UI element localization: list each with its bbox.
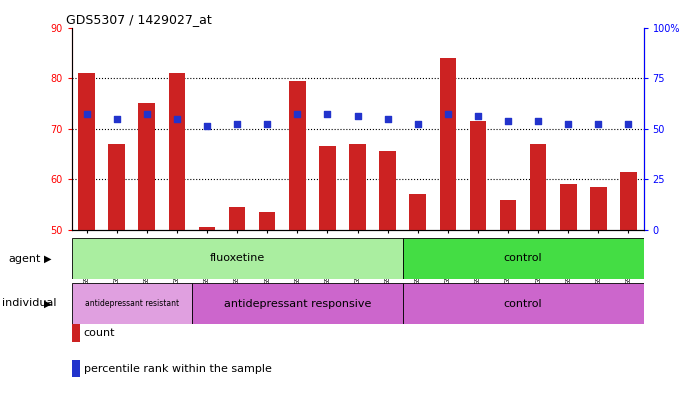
Bar bbox=[72, 283, 192, 324]
Text: antidepressant resistant: antidepressant resistant bbox=[84, 299, 179, 308]
Text: ▶: ▶ bbox=[44, 298, 52, 309]
Bar bbox=[199, 228, 215, 230]
Text: control: control bbox=[504, 253, 543, 263]
Point bbox=[172, 116, 183, 122]
Point bbox=[262, 121, 272, 127]
Bar bbox=[439, 58, 456, 230]
Point bbox=[232, 121, 242, 127]
Bar bbox=[560, 184, 577, 230]
Point bbox=[443, 110, 454, 117]
Point bbox=[412, 121, 423, 127]
Bar bbox=[72, 238, 402, 279]
Text: control: control bbox=[504, 299, 543, 309]
Point bbox=[322, 110, 333, 117]
Point bbox=[563, 121, 573, 127]
Bar bbox=[620, 172, 637, 230]
Point bbox=[352, 113, 363, 119]
Bar bbox=[409, 195, 426, 230]
Point bbox=[382, 116, 393, 122]
Bar bbox=[192, 283, 402, 324]
Text: antidepressant responsive: antidepressant responsive bbox=[223, 299, 371, 309]
Bar bbox=[402, 283, 644, 324]
Text: GDS5307 / 1429027_at: GDS5307 / 1429027_at bbox=[66, 13, 212, 26]
Bar bbox=[259, 212, 276, 230]
Bar bbox=[402, 238, 644, 279]
Point bbox=[593, 121, 604, 127]
Text: count: count bbox=[84, 328, 115, 338]
Bar bbox=[108, 144, 125, 230]
Bar bbox=[169, 73, 185, 230]
Point bbox=[111, 116, 122, 122]
Point bbox=[503, 118, 513, 124]
Bar bbox=[289, 81, 306, 230]
Bar bbox=[470, 121, 486, 230]
Bar bbox=[590, 187, 607, 230]
Point bbox=[292, 110, 303, 117]
Bar bbox=[530, 144, 546, 230]
Bar bbox=[229, 207, 245, 230]
Text: fluoxetine: fluoxetine bbox=[210, 253, 265, 263]
Bar bbox=[349, 144, 366, 230]
Text: agent: agent bbox=[9, 253, 42, 264]
Point bbox=[142, 110, 153, 117]
Bar bbox=[500, 200, 516, 230]
Bar bbox=[138, 103, 155, 230]
Bar bbox=[78, 73, 95, 230]
Bar bbox=[319, 147, 336, 230]
Text: percentile rank within the sample: percentile rank within the sample bbox=[84, 364, 272, 374]
Bar bbox=[379, 151, 396, 230]
Text: ▶: ▶ bbox=[44, 253, 52, 264]
Point bbox=[623, 121, 634, 127]
Point bbox=[533, 118, 543, 124]
Point bbox=[473, 113, 484, 119]
Point bbox=[202, 123, 212, 129]
Text: individual: individual bbox=[2, 298, 57, 309]
Point bbox=[81, 110, 92, 117]
